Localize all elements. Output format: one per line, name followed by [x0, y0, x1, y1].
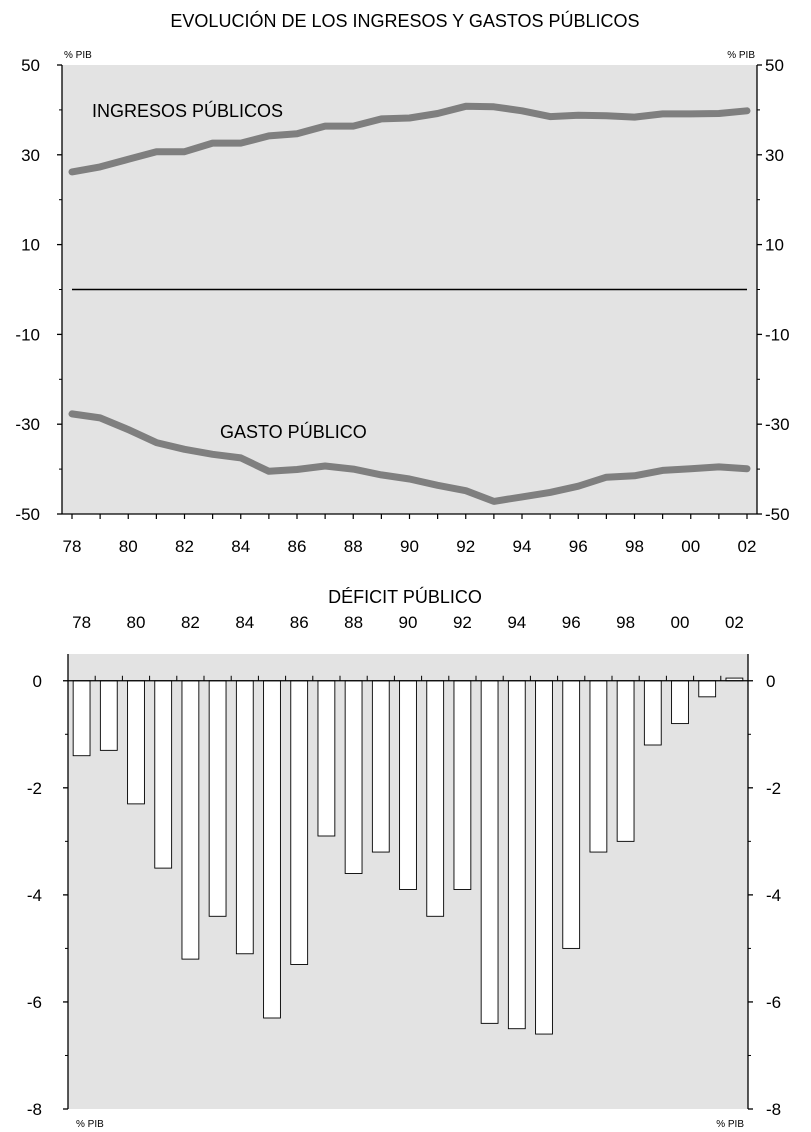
x-tick-label: 80 — [127, 613, 146, 632]
series-label-ingresos: INGRESOS PÚBLICOS — [92, 100, 283, 121]
y-tick-label-right: -4 — [766, 886, 781, 905]
bar-95 — [535, 680, 553, 1035]
bar-98 — [616, 680, 635, 842]
bar-89 — [371, 680, 390, 853]
y-tick-label-right: -50 — [765, 505, 790, 524]
chart1-unit-right: % PIB — [727, 50, 755, 61]
x-tick-label: 00 — [671, 613, 690, 632]
y-tick-label-left: 30 — [21, 146, 40, 165]
bar-97 — [589, 680, 608, 853]
bar-90 — [399, 680, 417, 890]
y-tick-label-right: 0 — [766, 672, 775, 691]
chart1-unit-left: % PIB — [64, 50, 92, 61]
bar-93 — [480, 680, 499, 1024]
chart2-category-ticks — [94, 675, 722, 681]
x-tick-label: 78 — [63, 537, 82, 556]
x-tick-label: 80 — [119, 537, 138, 556]
bar-91 — [426, 680, 445, 917]
y-tick-label-left: -30 — [15, 415, 40, 434]
bar-99 — [643, 680, 662, 746]
x-tick-label: 84 — [231, 537, 250, 556]
y-tick-label-right: 30 — [765, 146, 784, 165]
bar-85 — [263, 680, 281, 1019]
series-gasto-line — [68, 410, 751, 505]
chart1-title: EVOLUCIÓN DE LOS INGRESOS Y GASTOS PÚBLI… — [170, 10, 639, 31]
y-tick-label-right: -2 — [766, 779, 781, 798]
x-tick-label: 88 — [344, 613, 363, 632]
bar-82 — [181, 680, 200, 960]
chart2-x-tick-labels: 78 80 82 84 86 88 90 92 94 96 98 00 02 — [72, 613, 744, 632]
x-tick-label: 96 — [562, 613, 581, 632]
x-tick-label: 02 — [738, 537, 757, 556]
chart1-y-ticks: 50 50 30 30 10 10 -10 -10 -30 -30 -50 -50 — [15, 56, 789, 524]
x-tick-label: 90 — [399, 613, 418, 632]
y-tick-label-right: -10 — [765, 325, 790, 344]
y-tick-label-left: -6 — [27, 993, 42, 1012]
y-tick-label-right: 50 — [765, 56, 784, 75]
x-tick-label: 82 — [175, 537, 194, 556]
x-tick-label: 88 — [344, 537, 363, 556]
x-tick-label: 84 — [235, 613, 254, 632]
bar-92 — [453, 680, 472, 890]
series-label-gasto: GASTO PÚBLICO — [220, 421, 367, 442]
x-tick-label: 00 — [681, 537, 700, 556]
bar-96 — [562, 680, 581, 949]
chart2-unit-right: % PIB — [716, 1119, 744, 1130]
bar-79 — [99, 680, 118, 751]
y-tick-label-right: -8 — [766, 1100, 781, 1119]
y-tick-label-right: -30 — [765, 415, 790, 434]
y-tick-label-right: -6 — [766, 993, 781, 1012]
y-tick-label-left: -10 — [15, 325, 40, 344]
bar-86 — [290, 680, 309, 965]
bar-01 — [698, 680, 717, 698]
x-tick-label: 98 — [616, 613, 635, 632]
y-tick-label-left: 50 — [21, 56, 40, 75]
bar-00 — [671, 680, 689, 725]
y-tick-label-right: 10 — [765, 236, 784, 255]
chart2-unit-left: % PIB — [76, 1119, 104, 1130]
x-tick-label: 86 — [288, 537, 307, 556]
series-ingresos-line — [68, 102, 751, 176]
y-tick-label-left: 10 — [21, 236, 40, 255]
bar-88 — [344, 680, 363, 874]
bar-83 — [208, 680, 227, 917]
bar-80 — [127, 680, 145, 805]
y-tick-label-left: -8 — [27, 1100, 42, 1119]
bar-78 — [72, 680, 91, 757]
y-tick-label-left: -2 — [27, 779, 42, 798]
y-tick-label-left: -4 — [27, 886, 42, 905]
x-tick-label: 94 — [507, 613, 526, 632]
bar-87 — [317, 680, 336, 837]
x-tick-label: 82 — [181, 613, 200, 632]
chart2-y-ticks: 0 0 -2 -2 -4 -4 -6 -6 -8 -8 — [27, 672, 781, 1119]
y-tick-label-left: 0 — [33, 672, 42, 691]
chart2-title: DÉFICIT PÚBLICO — [328, 586, 482, 607]
y-tick-label-left: -50 — [15, 505, 40, 524]
x-tick-label: 94 — [513, 537, 532, 556]
x-tick-label: 98 — [625, 537, 644, 556]
x-tick-label: 90 — [400, 537, 419, 556]
x-tick-label: 86 — [290, 613, 309, 632]
x-tick-label: 92 — [456, 537, 475, 556]
x-tick-label: 92 — [453, 613, 472, 632]
x-tick-label: 96 — [569, 537, 588, 556]
chart1-x-ticks: 78 80 82 84 86 88 90 92 94 96 98 00 02 — [63, 514, 757, 556]
bar-84 — [235, 680, 254, 955]
bar-94 — [507, 680, 526, 1030]
x-tick-label: 78 — [72, 613, 91, 632]
x-tick-label: 02 — [725, 613, 744, 632]
bar-81 — [154, 680, 173, 869]
chart2-bars — [72, 677, 744, 1035]
